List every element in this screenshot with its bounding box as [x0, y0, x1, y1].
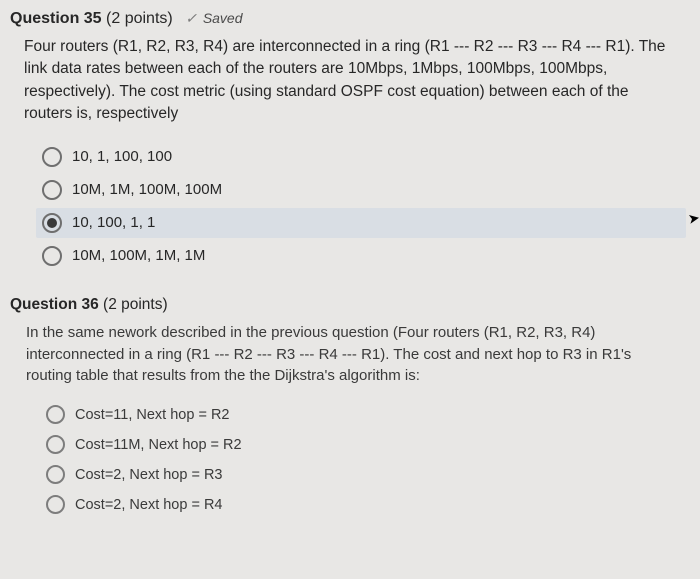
option-label: 10, 100, 1, 1 — [72, 214, 155, 231]
question-header: Question 36 (2 points) — [10, 296, 686, 314]
option-4[interactable]: Cost=2, Next hop = R4 — [40, 491, 686, 518]
radio-icon — [46, 435, 65, 454]
radio-icon — [46, 405, 65, 424]
option-label: 10, 1, 100, 100 — [72, 148, 172, 165]
radio-icon — [46, 495, 65, 514]
radio-icon — [42, 180, 62, 200]
check-icon: ✓ — [185, 10, 197, 27]
question-body: In the same nework described in the prev… — [26, 322, 664, 387]
question-35: Question 35 (2 points) ✓ Saved Four rout… — [0, 0, 700, 286]
option-1[interactable]: 10, 1, 100, 100 — [36, 142, 686, 172]
option-label: Cost=2, Next hop = R4 — [75, 497, 223, 513]
option-4[interactable]: 10M, 100M, 1M, 1M — [36, 241, 686, 271]
question-points: (2 points) — [106, 10, 173, 27]
option-2[interactable]: 10M, 1M, 100M, 100M — [36, 175, 686, 205]
option-label: Cost=11, Next hop = R2 — [75, 407, 230, 423]
option-label: 10M, 1M, 100M, 100M — [72, 181, 222, 198]
radio-icon — [46, 465, 65, 484]
options-group: 10, 1, 100, 100 10M, 1M, 100M, 100M 10, … — [36, 142, 686, 271]
radio-icon — [42, 246, 62, 266]
radio-icon — [42, 213, 62, 233]
question-header: Question 35 (2 points) ✓ Saved — [10, 10, 686, 28]
question-body: Four routers (R1, R2, R3, R4) are interc… — [24, 36, 676, 126]
option-label: 10M, 100M, 1M, 1M — [72, 247, 205, 264]
cursor-icon: ➤ — [687, 209, 700, 228]
question-points: (2 points) — [103, 296, 168, 313]
question-number: Question 36 — [10, 296, 99, 313]
option-2[interactable]: Cost=11M, Next hop = R2 — [40, 431, 686, 458]
radio-icon — [42, 147, 62, 167]
saved-label: Saved — [203, 10, 243, 26]
saved-indicator: ✓ Saved — [185, 10, 242, 26]
options-group: Cost=11, Next hop = R2 Cost=11M, Next ho… — [40, 401, 686, 518]
option-1[interactable]: Cost=11, Next hop = R2 — [40, 401, 686, 428]
question-number: Question 35 — [10, 10, 102, 27]
option-3[interactable]: 10, 100, 1, 1 — [36, 208, 686, 238]
option-3[interactable]: Cost=2, Next hop = R3 — [40, 461, 686, 488]
question-36: Question 36 (2 points) In the same newor… — [0, 286, 700, 533]
option-label: Cost=11M, Next hop = R2 — [75, 437, 242, 453]
option-label: Cost=2, Next hop = R3 — [75, 467, 223, 483]
